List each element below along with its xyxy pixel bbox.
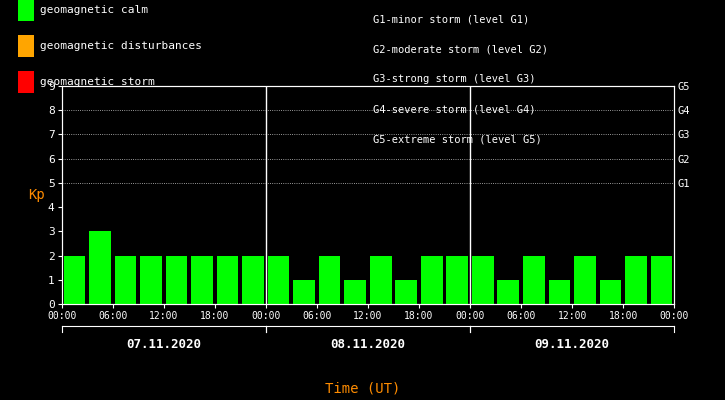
- Bar: [242, 256, 264, 304]
- Text: Time (UT): Time (UT): [325, 382, 400, 396]
- Bar: [115, 256, 136, 304]
- Bar: [140, 256, 162, 304]
- Bar: [523, 256, 544, 304]
- Text: 09.11.2020: 09.11.2020: [534, 338, 610, 351]
- Bar: [268, 256, 289, 304]
- Bar: [294, 280, 315, 304]
- Text: 08.11.2020: 08.11.2020: [331, 338, 405, 351]
- Bar: [165, 256, 187, 304]
- Bar: [344, 280, 366, 304]
- Text: G1-minor storm (level G1): G1-minor storm (level G1): [373, 14, 530, 24]
- Bar: [600, 280, 621, 304]
- Bar: [447, 256, 468, 304]
- Text: geomagnetic storm: geomagnetic storm: [40, 77, 154, 87]
- Bar: [574, 256, 596, 304]
- Bar: [472, 256, 494, 304]
- Text: geomagnetic disturbances: geomagnetic disturbances: [40, 41, 202, 51]
- Text: geomagnetic calm: geomagnetic calm: [40, 5, 148, 15]
- Text: G4-severe storm (level G4): G4-severe storm (level G4): [373, 104, 536, 114]
- Bar: [421, 256, 442, 304]
- Bar: [497, 280, 519, 304]
- Y-axis label: Kp: Kp: [28, 188, 45, 202]
- Text: 07.11.2020: 07.11.2020: [126, 338, 202, 351]
- Bar: [64, 256, 86, 304]
- Text: G5-extreme storm (level G5): G5-extreme storm (level G5): [373, 134, 542, 144]
- Bar: [319, 256, 341, 304]
- Bar: [370, 256, 392, 304]
- Bar: [650, 256, 672, 304]
- Bar: [549, 280, 571, 304]
- Text: G2-moderate storm (level G2): G2-moderate storm (level G2): [373, 44, 548, 54]
- Bar: [395, 280, 417, 304]
- Bar: [191, 256, 213, 304]
- Bar: [217, 256, 239, 304]
- Bar: [89, 231, 111, 304]
- Text: G3-strong storm (level G3): G3-strong storm (level G3): [373, 74, 536, 84]
- Bar: [625, 256, 647, 304]
